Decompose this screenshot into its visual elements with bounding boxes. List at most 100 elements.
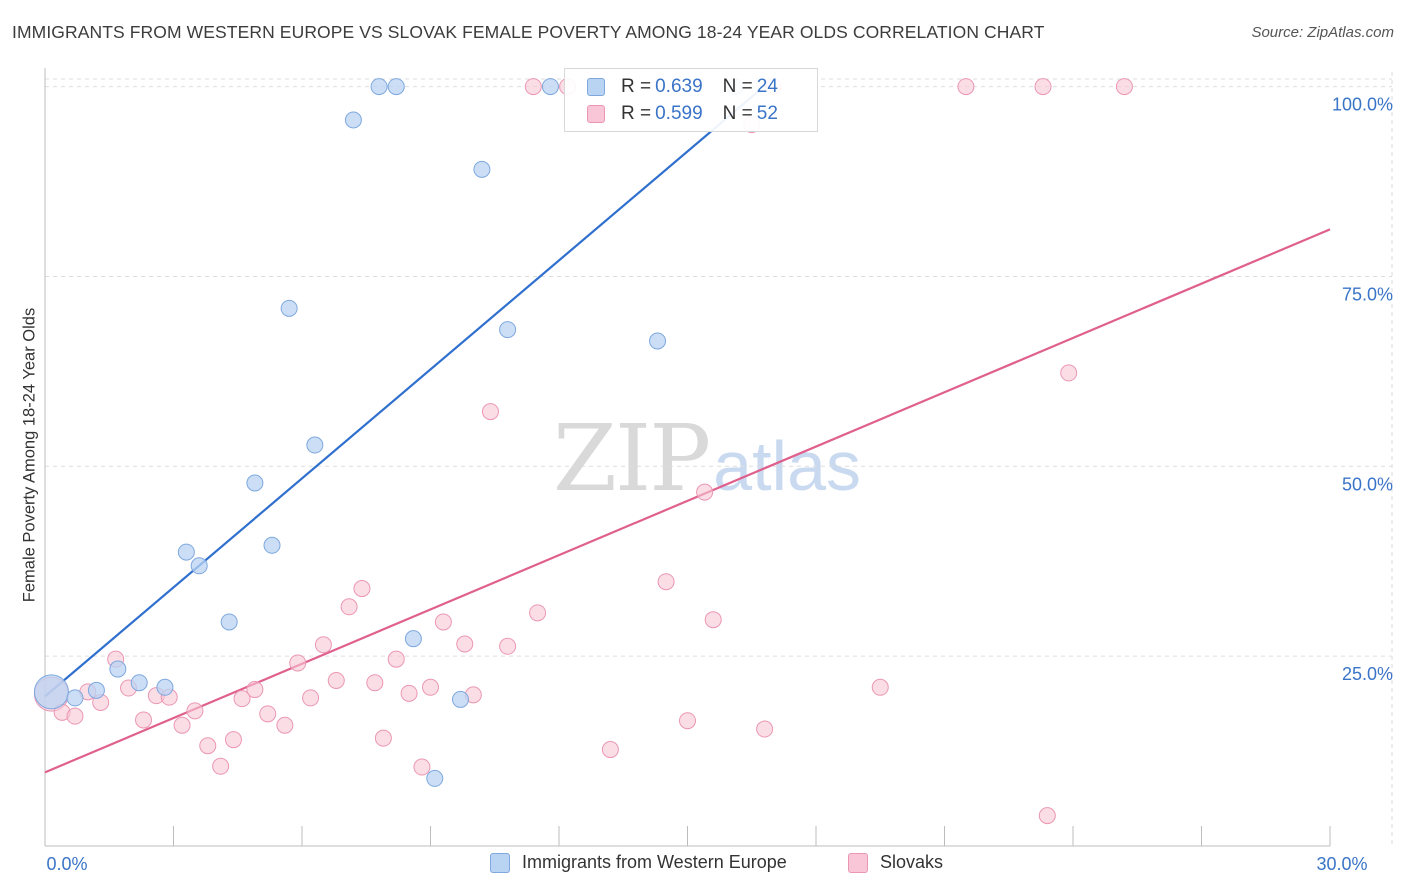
- point-immigrants: [541, 78, 559, 96]
- trend-line-immigrants: [44, 88, 762, 698]
- y-tick-label: 25.0%: [1342, 664, 1393, 684]
- point-slovaks: [957, 78, 975, 96]
- point-immigrants: [156, 678, 174, 696]
- point-slovaks: [1115, 78, 1133, 96]
- x-tick-label: 0.0%: [46, 854, 87, 874]
- point-slovaks: [756, 720, 774, 738]
- point-slovaks: [66, 707, 84, 725]
- legend-n-value: 52: [756, 103, 778, 124]
- point-immigrants: [246, 474, 264, 492]
- point-slovaks: [259, 705, 277, 723]
- point-slovaks: [387, 650, 405, 668]
- series-legend-immigrants: Immigrants from Western Europe: [490, 852, 787, 873]
- point-slovaks: [1060, 364, 1078, 382]
- point-slovaks: [704, 611, 722, 629]
- point-slovaks: [601, 741, 619, 759]
- series-swatch-pink: [848, 852, 868, 873]
- source-credit: Source: ZipAtlas.com: [1251, 24, 1394, 41]
- point-slovaks: [524, 78, 542, 96]
- series-legend: Immigrants from Western Europe Slovaks: [0, 852, 1406, 876]
- tick-labels: 25.0% 50.0% 75.0% 100.0% 0.0% 30.0%: [46, 95, 1393, 874]
- x-tick-label: 30.0%: [1316, 854, 1367, 874]
- y-tick-label: 100.0%: [1332, 95, 1393, 115]
- point-slovaks: [224, 731, 242, 749]
- point-slovaks: [413, 758, 431, 776]
- point-immigrants: [87, 681, 105, 699]
- point-slovaks: [696, 483, 714, 501]
- point-immigrants: [387, 78, 405, 96]
- correlation-legend: R = 0.639 N = 24 R = 0.599 N = 52: [564, 68, 818, 132]
- point-slovaks: [374, 729, 392, 747]
- legend-r-label: R =: [621, 76, 652, 97]
- point-slovaks: [302, 689, 320, 707]
- series-swatch-blue: [490, 852, 510, 873]
- point-immigrants: [280, 299, 298, 317]
- point-slovaks: [233, 690, 251, 708]
- point-immigrants: [33, 674, 69, 710]
- point-slovaks: [186, 702, 204, 720]
- y-axis-label: Female Poverty Among 18-24 Year Olds: [20, 307, 39, 603]
- point-immigrants: [344, 111, 362, 129]
- legend-n-label: N =: [722, 76, 753, 97]
- point-slovaks: [871, 678, 889, 696]
- point-slovaks: [366, 674, 384, 692]
- point-immigrants: [451, 690, 469, 708]
- point-slovaks: [327, 671, 345, 689]
- point-slovaks: [199, 737, 217, 755]
- series-legend-label: Slovaks: [880, 852, 944, 872]
- point-slovaks: [289, 654, 307, 672]
- point-immigrants: [649, 332, 667, 350]
- grid-lines: [45, 72, 1393, 846]
- series-legend-label: Immigrants from Western Europe: [522, 852, 787, 872]
- point-slovaks: [499, 637, 517, 655]
- point-immigrants: [220, 613, 238, 631]
- point-immigrants: [473, 160, 491, 178]
- y-tick-label: 50.0%: [1342, 474, 1393, 494]
- point-slovaks: [529, 604, 547, 622]
- series-legend-slovaks: Slovaks: [848, 852, 943, 873]
- legend-r-value: 0.639: [655, 76, 703, 97]
- point-slovaks: [657, 573, 675, 591]
- point-slovaks: [434, 613, 452, 631]
- point-slovaks: [1038, 807, 1056, 825]
- legend-row-slovaks: R = 0.599 N = 52: [587, 101, 778, 127]
- trend-lines: [44, 88, 1331, 774]
- point-immigrants: [190, 557, 208, 575]
- trend-line-slovaks: [44, 228, 1331, 774]
- axes: [44, 68, 1331, 847]
- point-immigrants: [370, 78, 388, 96]
- data-points: [33, 78, 1133, 825]
- legend-n-value: 24: [756, 76, 778, 97]
- y-tick-label: 75.0%: [1342, 284, 1393, 304]
- point-slovaks: [1034, 78, 1052, 96]
- legend-n-label: N =: [722, 103, 753, 124]
- point-slovaks: [246, 681, 264, 699]
- point-immigrants: [263, 536, 281, 554]
- point-slovaks: [340, 598, 358, 616]
- point-slovaks: [422, 678, 439, 696]
- point-immigrants: [306, 436, 324, 454]
- legend-swatch-pink: [587, 105, 605, 123]
- point-immigrants: [426, 769, 444, 787]
- point-slovaks: [400, 684, 418, 702]
- legend-row-immigrants: R = 0.639 N = 24: [587, 74, 778, 100]
- point-slovaks: [276, 716, 294, 734]
- legend-r-value: 0.599: [655, 103, 703, 124]
- point-immigrants: [404, 630, 422, 648]
- legend-r-label: R =: [621, 103, 652, 124]
- point-immigrants: [177, 543, 195, 561]
- legend-swatch-blue: [587, 78, 605, 96]
- point-slovaks: [353, 580, 371, 598]
- chart-title: IMMIGRANTS FROM WESTERN EUROPE VS SLOVAK…: [12, 22, 1045, 42]
- point-slovaks: [456, 635, 474, 653]
- point-slovaks: [135, 711, 153, 729]
- point-slovaks: [679, 712, 696, 730]
- point-slovaks: [212, 757, 230, 775]
- point-slovaks: [173, 716, 191, 734]
- point-slovaks: [314, 636, 332, 654]
- point-immigrants: [66, 689, 84, 707]
- point-immigrants: [499, 321, 517, 339]
- point-immigrants: [109, 660, 127, 678]
- point-slovaks: [481, 403, 499, 421]
